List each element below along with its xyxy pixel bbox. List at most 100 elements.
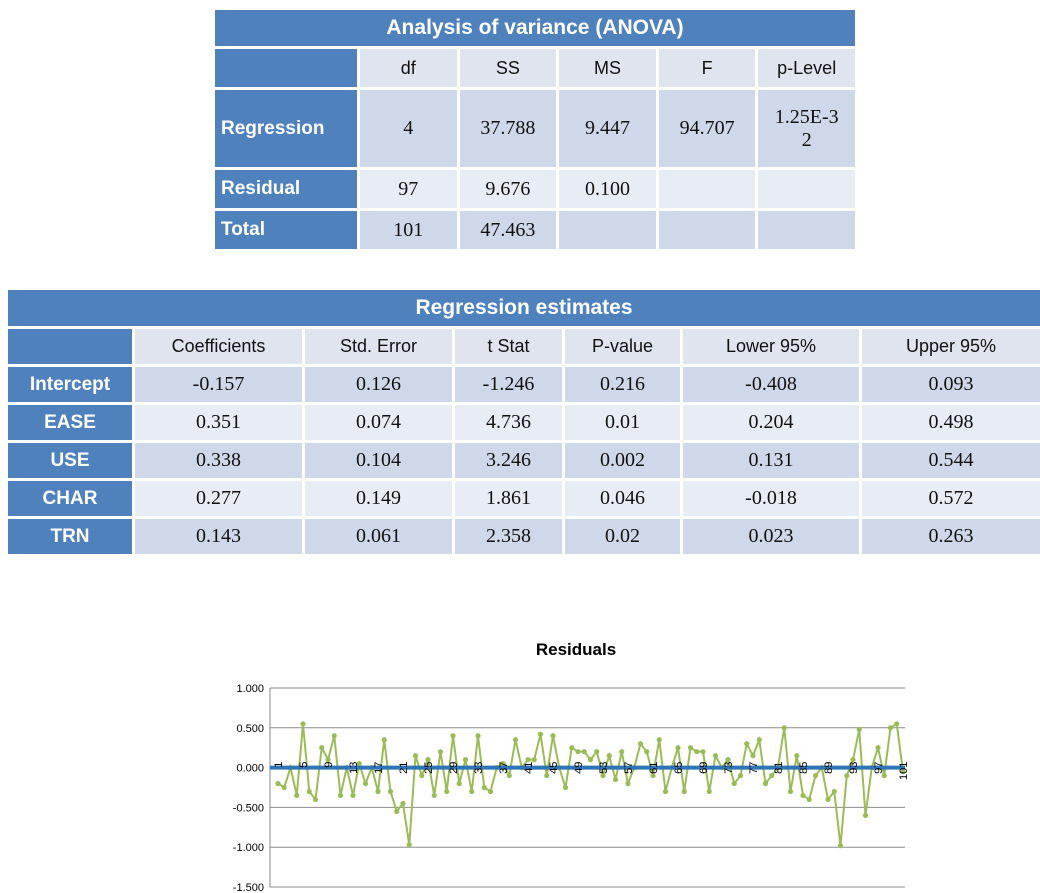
cell: 0.046 — [565, 481, 680, 516]
x-tick-label: 49 — [573, 762, 585, 774]
residual-point — [781, 725, 787, 731]
residual-point — [462, 757, 469, 763]
residual-point — [337, 792, 344, 799]
residual-point — [656, 737, 662, 743]
residual-point — [875, 745, 881, 751]
data-row: USE 0.338 0.104 3.246 0.002 0.131 0.544 — [8, 443, 1040, 478]
table-title: Analysis of variance (ANOVA) — [215, 10, 855, 46]
cell: 101 — [360, 211, 457, 249]
column-header: Coefficients — [135, 329, 302, 364]
x-tick-label: 65 — [673, 762, 685, 774]
empty-cell — [658, 211, 756, 249]
x-tick-label: 61 — [648, 762, 660, 774]
cell: 47.463 — [459, 211, 557, 249]
data-row: Total 101 47.463 — [215, 211, 855, 249]
cell: 0.544 — [862, 443, 1040, 478]
y-tick-label: -0.500 — [233, 802, 264, 814]
residual-point — [375, 788, 381, 795]
residual-point — [831, 788, 837, 795]
cell: -0.157 — [135, 367, 302, 402]
residual-point — [331, 733, 337, 739]
regression-table: Regression estimates Coefficients Std. Err… — [5, 287, 1040, 557]
cell: 97 — [360, 170, 457, 208]
y-tick-label: -1.500 — [233, 882, 264, 893]
residual-point — [787, 788, 794, 795]
residual-point — [537, 731, 544, 737]
residual-point — [387, 788, 394, 795]
residual-point — [625, 780, 631, 787]
residual-point — [450, 733, 456, 739]
cell: 0.572 — [862, 481, 1040, 516]
cell: 94.707 — [658, 90, 756, 167]
x-tick-label: 21 — [398, 762, 410, 774]
corner-cell — [215, 49, 357, 87]
x-tick-label: 77 — [748, 762, 760, 774]
residual-point — [350, 792, 356, 799]
row-label: Regression — [215, 90, 357, 167]
row-label: Residual — [215, 170, 357, 208]
title-row: Analysis of variance (ANOVA) — [215, 10, 855, 46]
residual-point — [356, 761, 362, 767]
cell: 0.126 — [305, 367, 452, 402]
residual-point — [900, 768, 906, 775]
residual-point — [850, 757, 856, 763]
x-tick-label: 5 — [298, 762, 310, 768]
y-tick-label: -1.000 — [233, 842, 264, 854]
residual-point — [844, 772, 850, 779]
residual-point — [887, 725, 894, 731]
residual-point — [731, 780, 737, 787]
row-label: TRN — [8, 519, 132, 554]
title-row: Regression estimates — [8, 290, 1040, 326]
residual-point — [469, 788, 475, 795]
data-row: EASE 0.351 0.074 4.736 0.01 0.204 0.498 — [8, 405, 1040, 440]
empty-cell — [758, 211, 855, 249]
residual-point — [575, 749, 581, 755]
residual-point — [606, 753, 612, 759]
x-tick-label: 53 — [598, 762, 610, 774]
residual-point — [325, 757, 331, 763]
residual-point — [725, 757, 731, 763]
residual-point — [425, 757, 431, 763]
x-tick-label: 85 — [798, 762, 810, 774]
x-tick-label: 101 — [898, 762, 910, 780]
cell: 0.204 — [683, 405, 859, 440]
residual-point — [794, 753, 800, 759]
column-header: df — [360, 49, 457, 87]
row-label: USE — [8, 443, 132, 478]
residual-point — [400, 800, 406, 807]
residual-point — [506, 772, 512, 779]
residual-point — [650, 772, 656, 779]
corner-cell — [8, 329, 132, 364]
cell: 0.061 — [305, 519, 452, 554]
y-tick-label: 0.000 — [236, 763, 264, 775]
cell: -1.246 — [455, 367, 562, 402]
residual-point — [544, 772, 550, 779]
residual-point — [406, 842, 412, 848]
residual-point — [675, 745, 681, 751]
cell: 9.447 — [559, 90, 656, 167]
x-tick-label: 37 — [498, 762, 510, 774]
column-header: Lower 95% — [683, 329, 859, 364]
cell: 3.246 — [455, 443, 562, 478]
table-title: Regression estimates — [8, 290, 1040, 326]
x-tick-label: 81 — [773, 762, 785, 774]
y-tick-label: 0.500 — [236, 723, 264, 735]
residual-point — [531, 757, 537, 763]
residual-point — [550, 733, 556, 739]
residual-point — [619, 749, 625, 755]
residual-point — [412, 753, 419, 759]
residual-point — [687, 745, 694, 751]
column-header: P-value — [565, 329, 680, 364]
residual-point — [694, 749, 700, 755]
residual-point — [744, 741, 750, 747]
cell: 0.351 — [135, 405, 302, 440]
residual-point — [800, 792, 806, 799]
cell: 0.216 — [565, 367, 680, 402]
residual-point — [756, 737, 762, 743]
residual-point — [894, 721, 900, 727]
y-tick-label: 1.000 — [236, 683, 264, 695]
residual-point — [837, 843, 844, 849]
residual-point — [762, 780, 769, 787]
cell: -0.018 — [683, 481, 859, 516]
